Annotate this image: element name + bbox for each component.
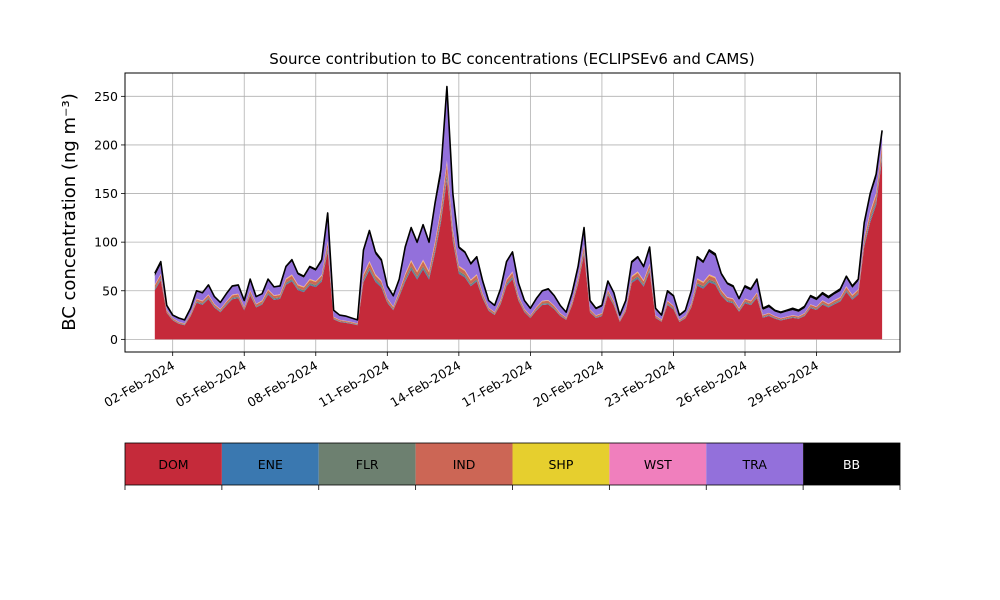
y-axis-label: BC concentration (ng m⁻³) bbox=[59, 93, 80, 331]
legend-label-shp: SHP bbox=[549, 457, 574, 472]
y-tick-label: 200 bbox=[94, 137, 118, 152]
legend-swatch-tra bbox=[706, 443, 804, 485]
total-concentration-line bbox=[154, 85, 883, 321]
legend-swatch-ene bbox=[221, 443, 319, 485]
y-tick-label: 0 bbox=[110, 332, 118, 347]
y-tick-label: 50 bbox=[102, 283, 118, 298]
chart-title: Source contribution to BC concentrations… bbox=[269, 50, 754, 68]
legend-swatch-dom bbox=[125, 443, 222, 485]
area-dom bbox=[154, 158, 883, 340]
y-tick-label: 150 bbox=[94, 186, 118, 201]
legend-label-ind: IND bbox=[453, 457, 476, 472]
legend-label-tra: TRA bbox=[742, 457, 768, 472]
legend-swatch-ind bbox=[415, 443, 513, 485]
legend-swatch-flr bbox=[318, 443, 416, 485]
total-line bbox=[154, 85, 883, 321]
legend-swatch-bb bbox=[803, 443, 900, 485]
legend-label-ene: ENE bbox=[258, 457, 283, 472]
legend-swatch-shp bbox=[512, 443, 610, 485]
y-axis: 0 50 100 150 200 250 bbox=[94, 89, 125, 347]
area-ind bbox=[154, 146, 883, 325]
legend-label-bb: BB bbox=[843, 457, 860, 472]
legend-label-flr: FLR bbox=[356, 457, 379, 472]
y-tick-label: 100 bbox=[94, 235, 118, 250]
y-tick-label: 250 bbox=[94, 89, 118, 104]
legend-label-wst: WST bbox=[644, 457, 672, 472]
legend-swatch-wst bbox=[609, 443, 707, 485]
plot-frame bbox=[124, 72, 901, 353]
area-tra bbox=[154, 91, 883, 324]
legend-label-dom: DOM bbox=[158, 457, 188, 472]
stacked-areas bbox=[154, 86, 883, 340]
legend-colorbar: DOM ENE FLR IND SHP WST TRA BB bbox=[124, 442, 901, 490]
grid-lines bbox=[125, 73, 900, 352]
